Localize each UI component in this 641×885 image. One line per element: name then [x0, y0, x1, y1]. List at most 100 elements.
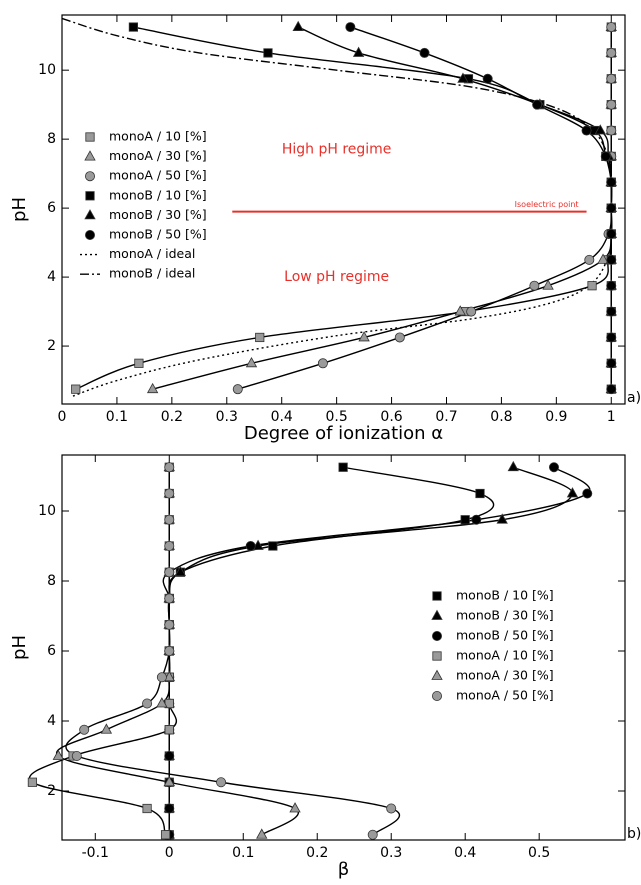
series-line [61, 17, 612, 164]
marker [164, 803, 175, 814]
y-tick-label: 8 [47, 573, 56, 589]
marker [606, 99, 617, 110]
marker [454, 305, 466, 316]
marker [164, 567, 175, 578]
legend-marker [431, 609, 443, 620]
marker [156, 672, 167, 683]
y-axis-label: pH [9, 635, 30, 660]
x-tick-label: 1 [607, 409, 616, 425]
marker [507, 460, 519, 472]
marker [142, 698, 153, 709]
marker [386, 803, 397, 814]
marker [164, 751, 175, 762]
marker [134, 358, 144, 368]
marker [164, 725, 174, 735]
x-tick-label: 0.8 [490, 409, 512, 425]
x-tick-label: 0.4 [271, 409, 293, 425]
marker [71, 384, 81, 394]
legend-marker [431, 669, 443, 680]
x-tick-label: 0.3 [216, 409, 238, 425]
marker [292, 20, 304, 31]
marker [466, 306, 477, 317]
marker [352, 46, 365, 57]
legend-label: monoB / 50 [%] [456, 628, 554, 643]
marker [606, 203, 617, 214]
legend-label: monoB / 10 [%] [456, 588, 554, 603]
plot-frame [61, 454, 626, 841]
x-tick-label: 0.9 [545, 409, 567, 425]
marker [255, 332, 265, 343]
marker [216, 777, 227, 788]
marker [532, 99, 543, 110]
legend-label: monoB / 50 [%] [109, 227, 207, 242]
legend-marker [85, 191, 95, 201]
panel-label: a) [627, 390, 641, 406]
marker [606, 22, 617, 33]
marker [606, 306, 617, 317]
legend-label: monoB / 10 [%] [109, 187, 207, 202]
x-tick-label: 0 [165, 845, 174, 861]
marker [594, 124, 606, 135]
marker [164, 541, 175, 552]
marker [566, 487, 579, 498]
y-tick-label: 10 [38, 62, 56, 78]
marker [79, 724, 90, 735]
marker [460, 515, 470, 525]
x-tick-label: 0.6 [380, 409, 402, 425]
x-axis-label: Degree of ionization α [244, 423, 443, 444]
marker [529, 280, 540, 291]
legend-label: monoB / 30 [%] [456, 608, 554, 623]
x-tick-label: -0.1 [82, 845, 109, 861]
x-tick-label: 0.1 [232, 845, 254, 861]
marker [245, 541, 256, 552]
y-tick-label: 4 [47, 713, 56, 729]
y-tick-label: 2 [47, 783, 56, 799]
marker [345, 22, 356, 33]
marker [338, 462, 348, 472]
marker [100, 723, 113, 734]
legend-label: monoA / ideal [109, 246, 195, 261]
marker [367, 829, 378, 840]
marker [457, 72, 469, 83]
marker [597, 253, 609, 264]
panel-label: b) [627, 826, 641, 842]
marker [52, 749, 64, 760]
y-axis-label: pH [9, 197, 30, 222]
marker [156, 697, 168, 708]
legend-label: monoA / 30 [%] [109, 148, 207, 163]
marker [164, 619, 175, 630]
marker [256, 828, 268, 839]
marker [606, 332, 617, 343]
marker [164, 514, 175, 525]
marker [263, 48, 273, 58]
marker [471, 514, 482, 525]
legend-marker [85, 171, 96, 182]
x-tick-label: 0.4 [454, 845, 476, 861]
legend-marker [431, 691, 442, 702]
marker [606, 125, 617, 136]
legend-marker [432, 651, 442, 661]
legend-marker [84, 150, 96, 161]
marker [496, 513, 508, 524]
marker [174, 565, 187, 577]
legend-label: monoA / 10 [%] [456, 648, 554, 663]
legend-marker [431, 631, 442, 642]
marker [606, 358, 617, 369]
marker [163, 775, 175, 787]
legend-marker [85, 132, 95, 142]
x-tick-label: 0.1 [106, 409, 128, 425]
marker [606, 280, 617, 291]
legend-label: monoB / 30 [%] [109, 207, 207, 222]
marker [606, 228, 617, 239]
marker [245, 356, 258, 368]
marker [582, 488, 593, 499]
marker [581, 125, 592, 136]
y-tick-label: 2 [47, 338, 56, 354]
series-line [72, 249, 612, 397]
marker [606, 73, 617, 84]
x-tick-label: 0.5 [326, 409, 348, 425]
marker [27, 777, 38, 787]
plot-frame [61, 14, 626, 405]
marker [482, 73, 493, 84]
